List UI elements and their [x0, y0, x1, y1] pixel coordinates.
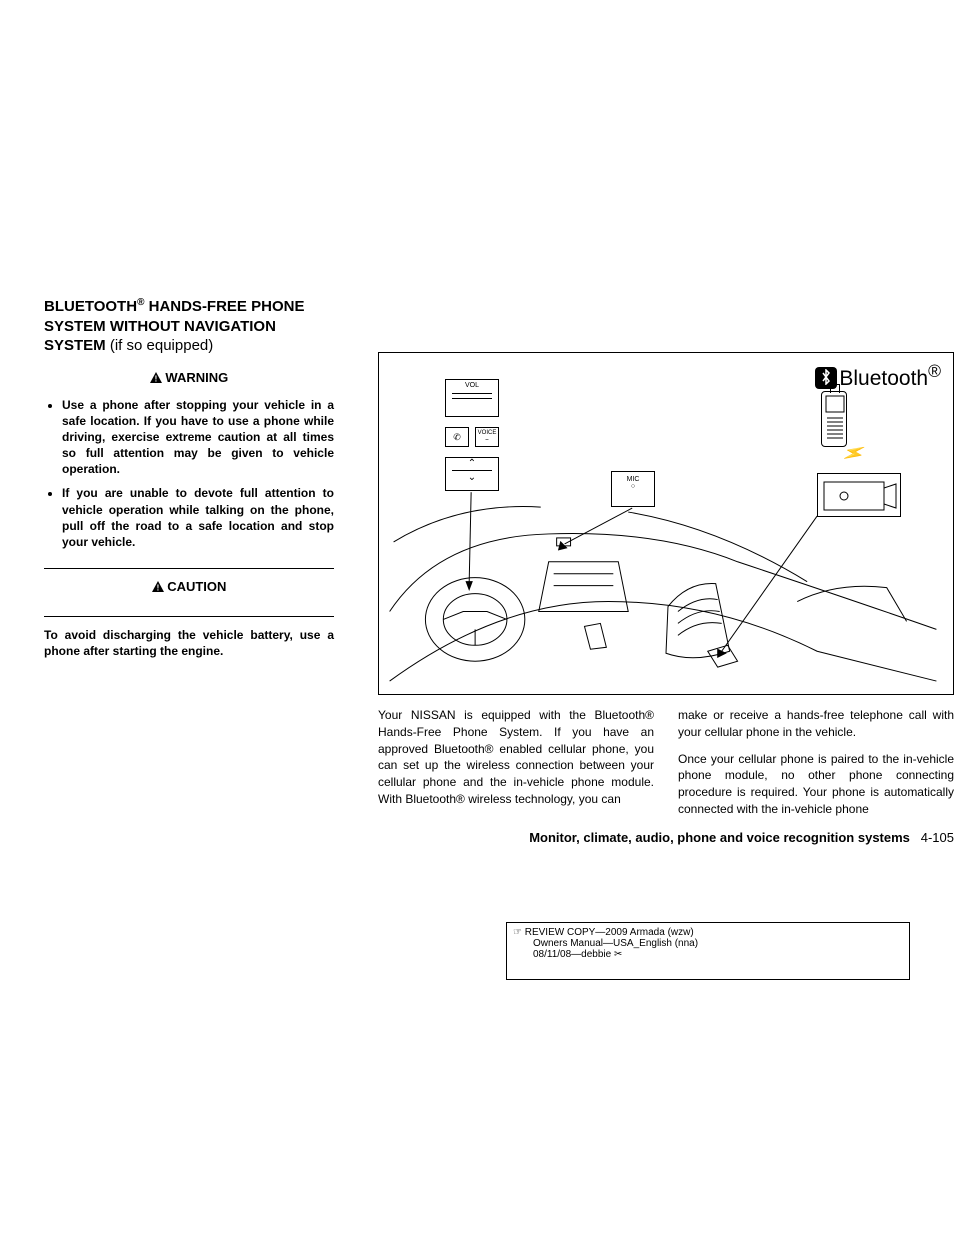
- title-pre: BLUETOOTH: [44, 298, 137, 315]
- warning-header: ! WARNING: [44, 370, 334, 389]
- footer-page: 4-105: [921, 830, 954, 845]
- left-column: BLUETOOTH® HANDS-FREE PHONE SYSTEM WITHO…: [44, 296, 334, 660]
- caution-heading-text: CAUTION: [167, 579, 226, 594]
- warning-icon: !: [150, 372, 162, 383]
- page-footer: Monitor, climate, audio, phone and voice…: [378, 830, 954, 845]
- warning-block: ! WARNING Use a phone after stopping you…: [44, 370, 334, 570]
- body-col-2: make or receive a hands-free telephone c…: [678, 707, 954, 818]
- body-col-2b: Once your cellular phone is paired to th…: [678, 752, 954, 816]
- warning-list: Use a phone after stopping your vehicle …: [44, 397, 334, 551]
- section-title: BLUETOOTH® HANDS-FREE PHONE SYSTEM WITHO…: [44, 296, 334, 356]
- svg-text:!: !: [154, 374, 157, 383]
- caution-header: ! CAUTION: [44, 579, 334, 598]
- diagram: Bluetooth® VOL ✆ VOICE⌣ ⌃ ⌄ MIC○: [378, 352, 954, 695]
- caution-text: To avoid discharging the vehicle battery…: [44, 627, 334, 659]
- dashboard-drawing: [379, 353, 953, 694]
- warning-item: Use a phone after stopping your vehicle …: [62, 397, 334, 478]
- caution-icon: !: [152, 581, 164, 592]
- footer-section: Monitor, climate, audio, phone and voice…: [529, 830, 910, 845]
- revision-line-1: ☞ REVIEW COPY—2009 Armada (wzw): [513, 927, 903, 938]
- body-columns: Your NISSAN is equipped with the Bluetoo…: [378, 707, 954, 818]
- body-col-2a: make or receive a hands-free telephone c…: [678, 708, 954, 739]
- svg-text:!: !: [156, 584, 159, 593]
- revision-line-2: Owners Manual—USA_English (nna): [513, 938, 903, 949]
- revision-line-3: 08/11/08—debbie ✂: [513, 949, 903, 960]
- warning-heading-text: WARNING: [165, 370, 228, 385]
- right-area: Bluetooth® VOL ✆ VOICE⌣ ⌃ ⌄ MIC○: [378, 352, 954, 818]
- title-suffix: (if so equipped): [110, 337, 213, 354]
- caution-block: ! CAUTION: [44, 579, 334, 617]
- revision-stamp: ☞ REVIEW COPY—2009 Armada (wzw) Owners M…: [506, 922, 910, 980]
- warning-item: If you are unable to devote full attenti…: [62, 485, 334, 550]
- body-col-1: Your NISSAN is equipped with the Bluetoo…: [378, 707, 654, 818]
